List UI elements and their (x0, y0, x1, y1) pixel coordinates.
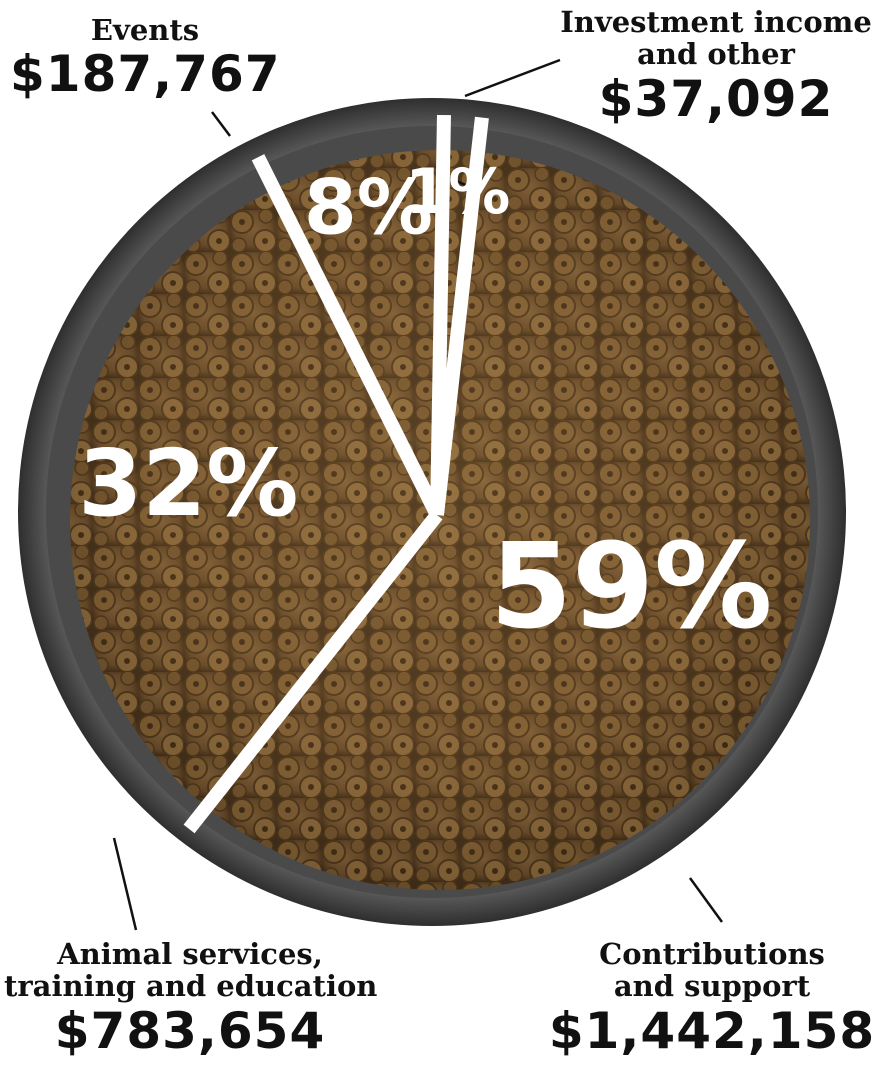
percent-label: 1% (405, 155, 510, 228)
slice-name-line-2: and other (637, 37, 795, 72)
leader-line (112, 837, 138, 931)
slice-name: Contributions (599, 937, 825, 971)
percent-label: 8% (304, 163, 433, 252)
slice-name-line-2: and support (613, 969, 811, 1004)
slice-name: Events (90, 13, 200, 47)
leader-line (464, 58, 561, 98)
percent-labels: 1% 59% 32% 8% (78, 155, 772, 655)
slice-label-events: Events $187,767 (10, 13, 281, 104)
slice-label-animal-services: Animal services, training and education … (4, 937, 378, 1060)
slice-amount: $37,092 (598, 69, 834, 128)
percent-label: 59% (490, 517, 772, 655)
slice-dividers (183, 114, 489, 834)
leader-line (688, 877, 724, 923)
slice-name-line-2: training and education (4, 969, 378, 1004)
slice-amount: $1,442,158 (548, 1001, 876, 1060)
slice-divider (183, 510, 443, 834)
slice-label-investment: Investment income and other $37,092 (556, 6, 876, 127)
slice-name: Investment income (560, 5, 872, 39)
slice-amount: $187,767 (10, 45, 281, 104)
slice-name: Animal services, (57, 937, 323, 971)
slice-label-contributions: Contributions and support $1,442,158 (548, 938, 876, 1059)
slice-divider (251, 154, 444, 519)
slice-amount: $783,654 (54, 1001, 326, 1060)
slice-divider (430, 116, 489, 516)
leader-line (211, 111, 231, 137)
percent-label: 32% (78, 430, 298, 537)
